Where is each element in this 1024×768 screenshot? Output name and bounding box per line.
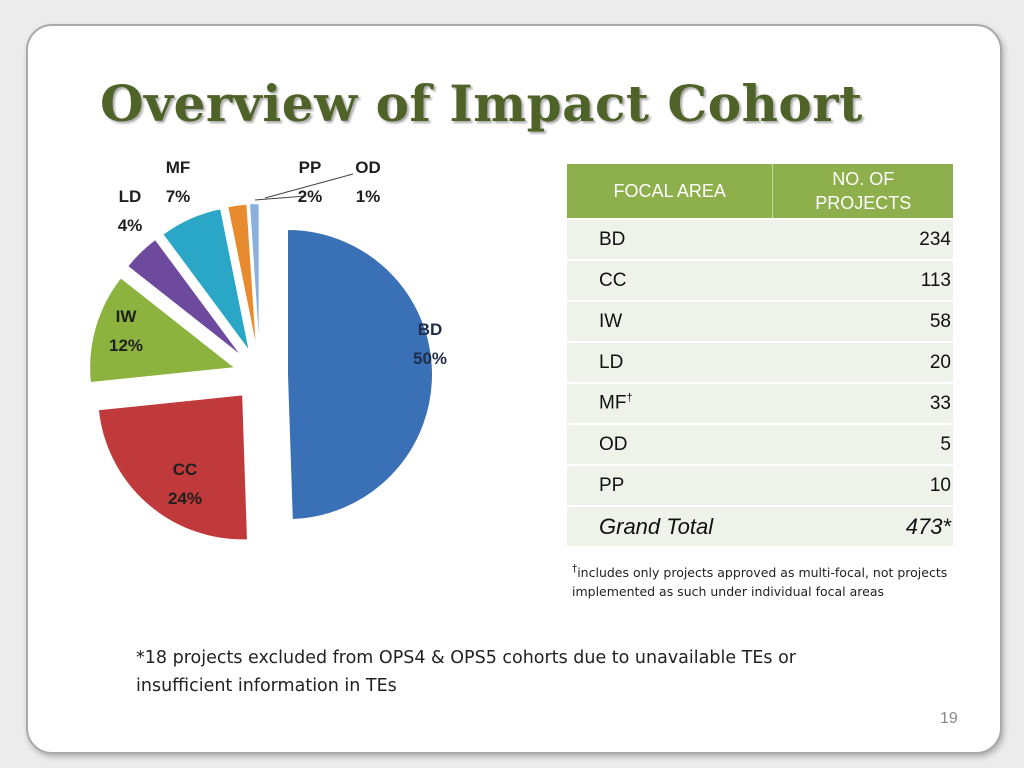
header-focal-area: FOCAL AREA — [567, 164, 774, 219]
slice-label-iw: IW — [116, 307, 138, 326]
pie-slice-od — [248, 203, 260, 349]
footnote-dagger: † — [572, 563, 578, 575]
table-row: BD 234 — [567, 218, 953, 260]
row-area: CC — [567, 259, 773, 301]
pie-slice-bd — [286, 229, 433, 520]
row-count: 234 — [772, 218, 953, 260]
header-projects-line2: PROJECTS — [815, 193, 912, 213]
slice-label-mf: MF — [166, 158, 191, 177]
table-footnote: †includes only projects approved as mult… — [572, 560, 962, 601]
slice-percent-bd: 50% — [413, 349, 447, 368]
row-count: 113 — [772, 259, 953, 301]
slice-label-od: OD — [355, 158, 381, 177]
table-row: LD 20 — [567, 341, 953, 383]
row-count: 58 — [772, 300, 953, 342]
table-header-row: FOCAL AREA NO. OF PROJECTS — [567, 164, 953, 219]
slice-label-cc: CC — [173, 460, 198, 479]
dagger-mark: † — [626, 392, 633, 405]
header-projects-line1: NO. OF — [832, 169, 895, 189]
row-area: MF — [599, 392, 627, 414]
slice-percent-pp: 2% — [298, 187, 323, 206]
row-area: OD — [567, 423, 773, 465]
leader-line-od — [264, 173, 354, 199]
slide-title: Overview of Impact Cohort — [100, 74, 863, 133]
slice-percent-od: 1% — [356, 187, 381, 206]
table-total-row: Grand Total 473* — [567, 505, 953, 546]
slice-percent-cc: 24% — [168, 489, 202, 508]
pie-slice-iw — [89, 277, 236, 384]
row-area: BD — [567, 218, 773, 260]
exclusion-note: *18 projects excluded from OPS4 & OPS5 c… — [136, 648, 796, 696]
pie-slice-ld — [127, 238, 243, 357]
pie-slice-mf — [162, 208, 250, 352]
pie-slice-pp — [227, 203, 258, 349]
slice-label-bd: BD — [418, 320, 443, 339]
row-count: 5 — [772, 423, 953, 465]
table-row: PP 10 — [567, 464, 953, 506]
header-no-of-projects: NO. OF PROJECTS — [772, 164, 953, 219]
slice-label-ld: LD — [119, 187, 142, 206]
pie-slice-cc — [97, 394, 248, 541]
page-number: 19 — [940, 710, 958, 727]
slice-percent-iw: 12% — [109, 336, 143, 355]
table-row: MF† 33 — [567, 382, 953, 424]
row-count: 10 — [772, 464, 953, 506]
table-row: IW 58 — [567, 300, 953, 342]
pie-chart: BD 50% CC 24% IW 12% LD 4% MF 7% PP 2% OD 1% — [89, 158, 447, 541]
slice-percent-mf: 7% — [166, 187, 191, 206]
slice-percent-ld: 4% — [118, 216, 143, 235]
row-area: LD — [567, 341, 773, 383]
focal-area-table: FOCAL AREA NO. OF PROJECTS BD 234 CC 113… — [567, 164, 953, 546]
footnote-text: includes only projects approved as multi… — [572, 565, 948, 600]
grand-total-value: 473* — [772, 505, 953, 546]
slice-label-pp: PP — [299, 158, 322, 177]
row-area: PP — [567, 464, 773, 506]
row-area-cell: MF† — [567, 382, 773, 424]
leader-line-pp — [254, 195, 307, 201]
row-count: 33 — [772, 382, 953, 424]
grand-total-label: Grand Total — [567, 505, 773, 546]
table-row: CC 113 — [567, 259, 953, 301]
row-area: IW — [567, 300, 773, 342]
row-count: 20 — [772, 341, 953, 383]
table-row: OD 5 — [567, 423, 953, 465]
